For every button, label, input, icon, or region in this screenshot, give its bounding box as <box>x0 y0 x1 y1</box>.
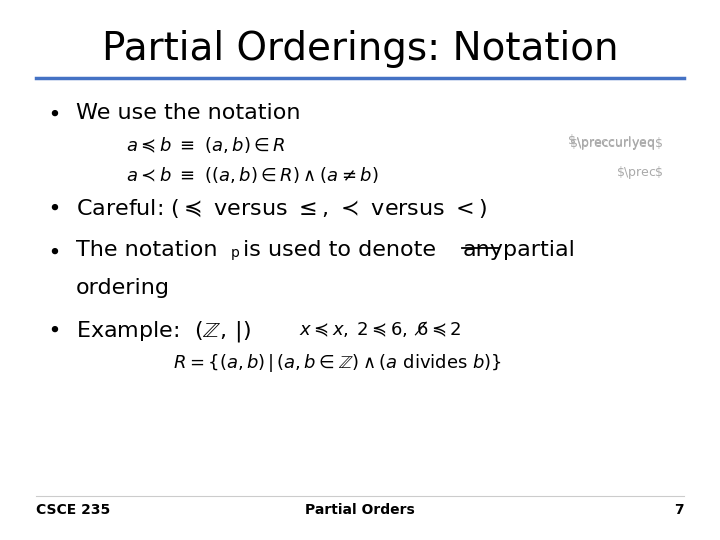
Text: $\bullet$: $\bullet$ <box>47 197 59 217</box>
Text: $\$\backslash\mathrm{prec}\$$: $\$\backslash\mathrm{prec}\$$ <box>616 164 663 180</box>
Text: $\bullet$: $\bullet$ <box>47 319 59 339</box>
Text: any: any <box>462 240 503 260</box>
Text: We use the notation: We use the notation <box>76 103 300 123</box>
Text: $\bullet$: $\bullet$ <box>47 240 59 260</box>
Text: $a \prec b \ \equiv \ ((a,b) \in R) \wedge (a \neq b)$: $a \prec b \ \equiv \ ((a,b) \in R) \wed… <box>126 165 379 185</box>
Text: $a \preccurlyeq b \ \equiv \ (a,b) \in R$: $a \preccurlyeq b \ \equiv \ (a,b) \in R… <box>126 135 286 155</box>
Text: $\backslash$preccurlyeq: $\backslash$preccurlyeq <box>576 134 655 151</box>
Text: $R = \{(a,b)\,|\,(a,b \in \mathbb{Z}) \wedge (a \text{ divides } b)\}$: $R = \{(a,b)\,|\,(a,b \in \mathbb{Z}) \w… <box>173 352 502 374</box>
Text: $\bullet$: $\bullet$ <box>47 103 59 123</box>
Text: CSCE 235: CSCE 235 <box>36 503 110 517</box>
Text: partial: partial <box>503 240 575 260</box>
Text: $\$\backslash\mathrm{preccurlyeq}\$$: $\$\backslash\mathrm{preccurlyeq}\$$ <box>569 135 663 152</box>
Text: The notation: The notation <box>76 240 217 260</box>
Text: Example:  $(\mathbb{Z},\, |)$: Example: $(\mathbb{Z},\, |)$ <box>76 319 251 343</box>
Text: 7: 7 <box>675 503 684 517</box>
Text: Partial Orders: Partial Orders <box>305 503 415 517</box>
Text: Careful: $\left(\preccurlyeq \text{ versus } \leq,\, \prec \text{ versus } <\rig: Careful: $\left(\preccurlyeq \text{ vers… <box>76 197 487 220</box>
Text: Partial Orderings: Notation: Partial Orderings: Notation <box>102 30 618 68</box>
Text: is used to denote: is used to denote <box>243 240 436 260</box>
Text: $x \preccurlyeq x,\; 2 \preccurlyeq 6,\; 6 \not\preccurlyeq 2$: $x \preccurlyeq x,\; 2 \preccurlyeq 6,\;… <box>299 319 462 339</box>
Text: $: $ <box>568 134 576 147</box>
Text: p: p <box>230 246 239 260</box>
Text: ordering: ordering <box>76 278 170 298</box>
